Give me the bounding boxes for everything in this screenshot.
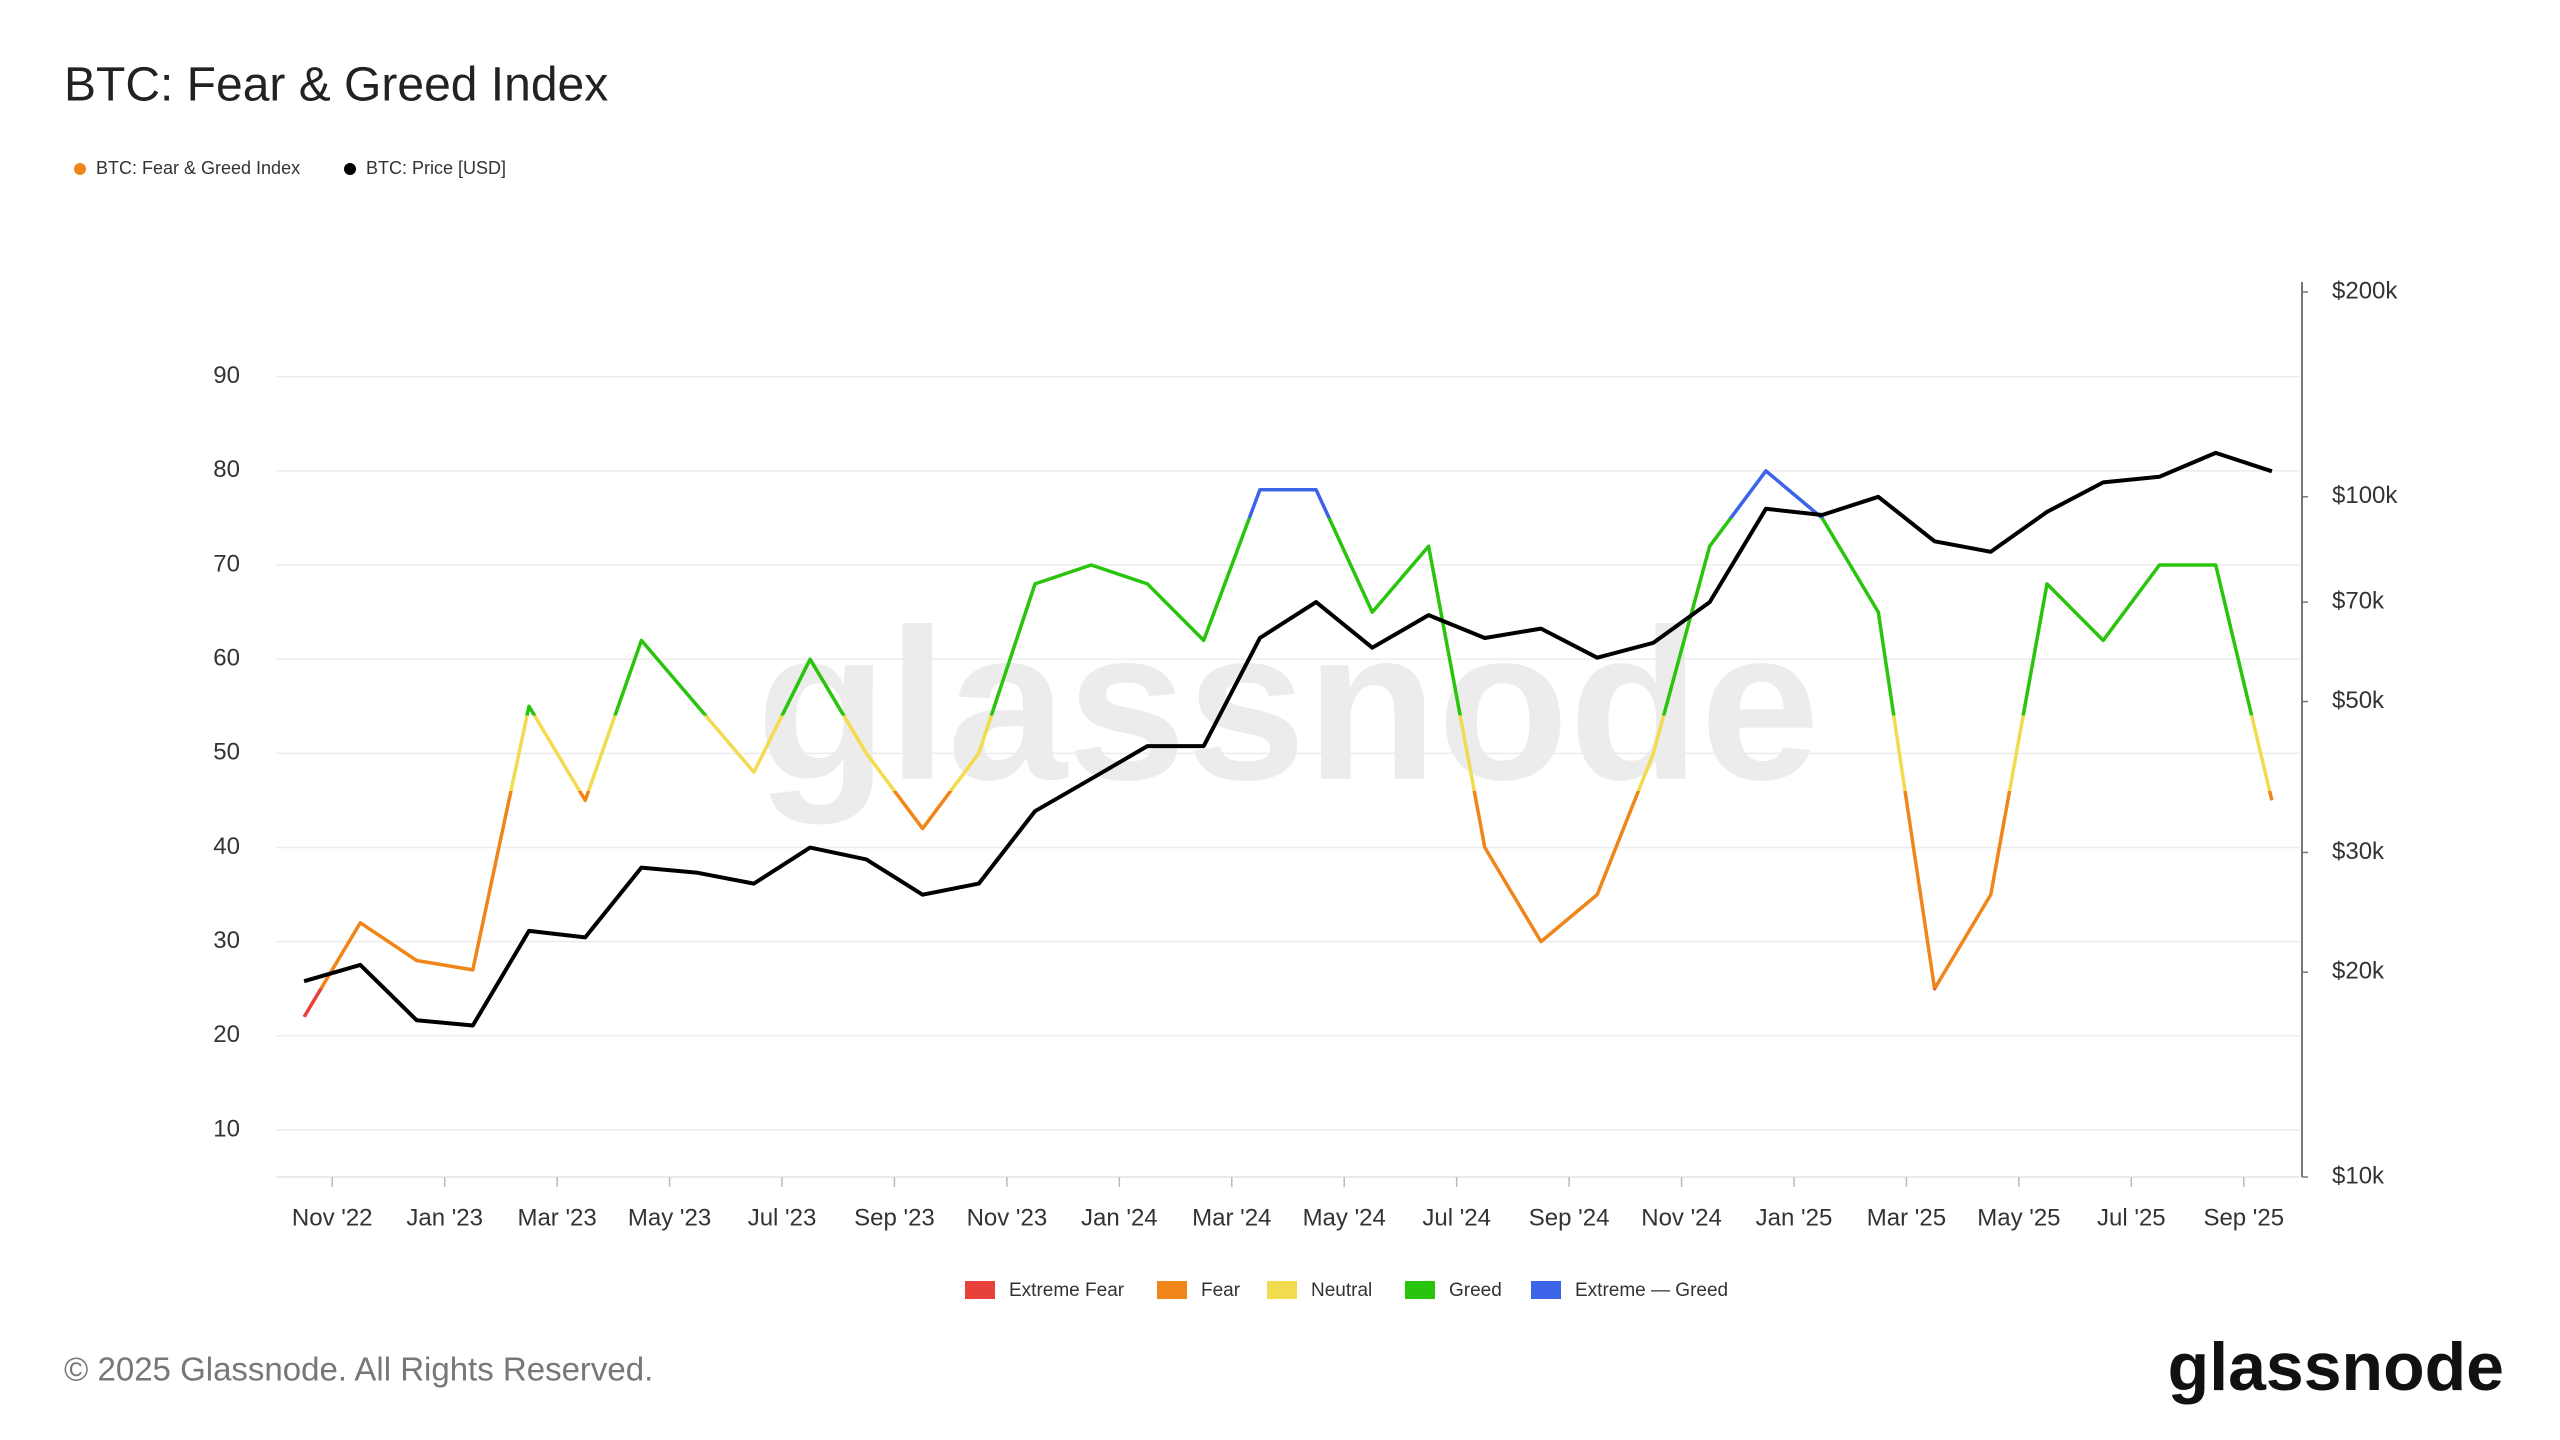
x-tick-label: Jul '24 <box>1422 1204 1491 1231</box>
x-tick-label: Sep '25 <box>2203 1204 2284 1231</box>
zone-legend-label: Greed <box>1449 1280 1502 1301</box>
x-tick-label: May '23 <box>628 1204 711 1231</box>
y-tick-label: 60 <box>213 645 240 672</box>
zone-legend-marker <box>1157 1281 1187 1299</box>
zone-legend-marker <box>1405 1281 1435 1299</box>
copyright: © 2025 Glassnode. All Rights Reserved. <box>64 1351 653 1388</box>
legend-label: BTC: Fear & Greed Index <box>96 158 300 178</box>
x-tick-label: Jul '25 <box>2097 1204 2166 1231</box>
legend-marker <box>74 163 86 175</box>
x-tick-label: May '24 <box>1303 1204 1386 1231</box>
y2-tick-label: $200k <box>2332 277 2398 304</box>
y2-tick-label: $10k <box>2332 1162 2385 1189</box>
legend-marker <box>344 163 356 175</box>
x-tick-label: Nov '22 <box>292 1204 373 1231</box>
zone-legend-label: Extreme — Greed <box>1575 1280 1728 1301</box>
x-tick-label: Jan '25 <box>1756 1204 1833 1231</box>
y-tick-label: 90 <box>213 362 240 389</box>
x-tick-label: Nov '24 <box>1641 1204 1722 1231</box>
zone-legend-marker <box>1267 1281 1297 1299</box>
y-tick-label: 50 <box>213 739 240 766</box>
y-tick-label: 70 <box>213 550 240 577</box>
x-tick-label: Sep '23 <box>854 1204 935 1231</box>
y2-tick-label: $20k <box>2332 958 2385 985</box>
y-tick-label: 10 <box>213 1115 240 1142</box>
y-tick-label: 80 <box>213 456 240 483</box>
zone-legend-label: Neutral <box>1311 1280 1372 1301</box>
x-tick-label: Nov '23 <box>967 1204 1048 1231</box>
y2-tick-label: $100k <box>2332 482 2398 509</box>
x-tick-label: Mar '25 <box>1867 1204 1946 1231</box>
y-tick-label: 30 <box>213 927 240 954</box>
x-tick-label: Mar '23 <box>517 1204 596 1231</box>
x-tick-label: Jul '23 <box>748 1204 817 1231</box>
zone-legend-label: Extreme Fear <box>1009 1280 1125 1301</box>
x-tick-label: May '25 <box>1977 1204 2060 1231</box>
zone-legend-marker <box>1531 1281 1561 1299</box>
y-tick-label: 40 <box>213 833 240 860</box>
zone-legend-label: Fear <box>1201 1280 1241 1301</box>
y2-tick-label: $50k <box>2332 687 2385 714</box>
y2-tick-label: $70k <box>2332 587 2385 614</box>
x-tick-label: Sep '24 <box>1529 1204 1610 1231</box>
brand-logo: glassnode <box>2168 1329 2504 1405</box>
zone-legend-marker <box>965 1281 995 1299</box>
x-tick-label: Jan '23 <box>406 1204 483 1231</box>
chart-title: BTC: Fear & Greed Index <box>64 59 608 112</box>
price-line <box>303 450 2273 1028</box>
index-line <box>302 469 2274 1018</box>
x-tick-label: Mar '24 <box>1192 1204 1271 1231</box>
y-tick-label: 20 <box>213 1021 240 1048</box>
y2-tick-label: $30k <box>2332 838 2385 865</box>
x-tick-label: Jan '24 <box>1081 1204 1158 1231</box>
legend-label: BTC: Price [USD] <box>366 158 506 178</box>
